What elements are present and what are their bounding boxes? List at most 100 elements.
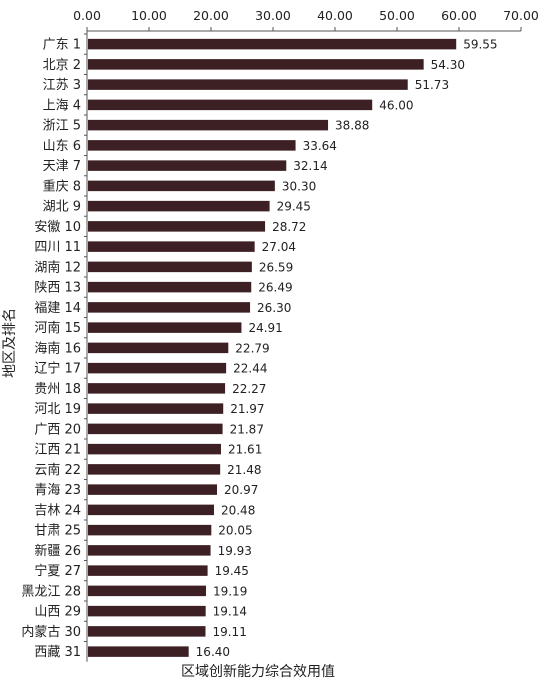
bar: [88, 403, 224, 414]
data-label: 28.72: [272, 220, 306, 234]
data-label: 27.04: [262, 240, 296, 254]
bar: [88, 565, 208, 576]
data-label: 54.30: [431, 58, 465, 72]
bar: [88, 119, 329, 131]
category-label: 安徽 10: [34, 220, 81, 235]
data-label: 30.30: [282, 179, 316, 193]
x-tick-label: 20.00: [193, 8, 229, 23]
data-label: 21.48: [227, 463, 261, 477]
bar: [88, 79, 408, 90]
data-label: 26.59: [259, 260, 293, 274]
data-label: 22.79: [235, 341, 269, 355]
category-label: 云南 22: [34, 462, 81, 478]
category-label: 陕西 13: [34, 281, 81, 296]
category-label: 贵州 18: [34, 382, 81, 397]
data-label: 26.49: [258, 281, 292, 295]
data-label: 19.14: [213, 605, 247, 619]
data-label: 16.40: [196, 645, 230, 659]
x-tick-label: 10.00: [131, 8, 167, 23]
data-label: 19.93: [218, 544, 252, 558]
data-label: 22.44: [233, 362, 267, 376]
data-label: 38.88: [335, 119, 369, 133]
y-axis-title: 地区及排名: [2, 308, 18, 378]
bar: [88, 383, 226, 394]
bar: [88, 423, 223, 435]
category-label: 上海 4: [43, 98, 81, 113]
data-label: 21.87: [230, 422, 264, 436]
category-label: 山西 29: [34, 605, 81, 620]
category-label: 青海 23: [34, 483, 81, 498]
category-label: 重庆 8: [43, 178, 81, 194]
data-label: 46.00: [379, 98, 413, 112]
category-label: 福建 14: [34, 301, 81, 316]
data-label: 26.30: [257, 301, 291, 315]
category-label: 吉林 24: [34, 503, 81, 518]
data-label: 20.05: [218, 524, 252, 538]
data-label: 21.61: [228, 443, 262, 457]
x-tick-label: 60.00: [441, 8, 477, 23]
data-label: 59.55: [463, 38, 497, 52]
data-label: 33.64: [303, 139, 337, 153]
bar: [88, 443, 221, 455]
category-label: 广东 1: [43, 38, 81, 53]
x-tick-label: 70.00: [503, 8, 539, 23]
data-label: 51.73: [415, 78, 449, 92]
category-label: 甘肃 25: [34, 524, 81, 539]
data-label: 24.91: [248, 321, 282, 335]
bar: [88, 140, 296, 151]
bar: [88, 281, 252, 293]
category-label: 湖北 9: [43, 200, 81, 215]
bar: [88, 99, 373, 111]
x-tick-label: 50.00: [379, 8, 415, 23]
category-label: 浙江 5: [43, 119, 81, 134]
data-label: 19.11: [212, 625, 246, 639]
category-label: 天津 7: [43, 159, 81, 174]
bar: [88, 545, 211, 556]
category-label: 江苏 3: [43, 77, 81, 93]
x-tick-label: 40.00: [317, 8, 353, 23]
data-label: 21.97: [230, 402, 264, 416]
data-label: 22.27: [232, 382, 266, 396]
y-axis: 广东 1 北京 2 江苏 3 上海 4 浙江 5 山东 6 天津 7 重庆 8 湖北 9 安徽 1…: [21, 31, 88, 662]
category-label: 山东 6: [43, 139, 81, 154]
data-label: 20.97: [224, 483, 258, 497]
bar: [88, 221, 266, 232]
category-label: 内蒙古 30: [21, 624, 81, 640]
bar: [88, 180, 275, 192]
category-label: 河北 19: [34, 402, 81, 417]
bar: [88, 605, 206, 617]
category-label: 黑龙江 28: [21, 584, 81, 599]
category-label: 广西 20: [34, 422, 81, 437]
category-label: 西藏 31: [34, 645, 81, 660]
data-label: 20.48: [221, 503, 255, 517]
data-label: 19.45: [215, 564, 249, 578]
x-tick-label: 0.00: [73, 8, 101, 23]
bar: [88, 626, 206, 637]
x-axis-title: 区域创新能力综合效用值: [181, 664, 335, 680]
bar: [88, 322, 242, 333]
bar: [88, 504, 214, 516]
category-label: 江西 21: [34, 443, 81, 458]
category-label: 海南 16: [34, 340, 81, 356]
bar: [88, 302, 251, 313]
bar: [88, 464, 221, 475]
bars: [88, 38, 457, 657]
bar: [88, 38, 457, 50]
bar: [88, 241, 255, 252]
category-label: 辽宁 17: [34, 361, 81, 377]
category-label: 河南 15: [34, 320, 81, 336]
bar: [88, 160, 287, 171]
bar: [88, 362, 227, 374]
category-label: 湖南 12: [34, 259, 81, 275]
category-label: 北京 2: [43, 58, 81, 73]
bar: [88, 484, 218, 495]
category-label: 新疆 26: [34, 543, 81, 559]
data-label: 29.45: [277, 200, 311, 214]
data-label: 19.19: [213, 584, 247, 598]
bar: [88, 646, 189, 657]
bar: [88, 524, 212, 536]
bar: [88, 261, 252, 273]
category-label: 四川 11: [34, 240, 81, 255]
